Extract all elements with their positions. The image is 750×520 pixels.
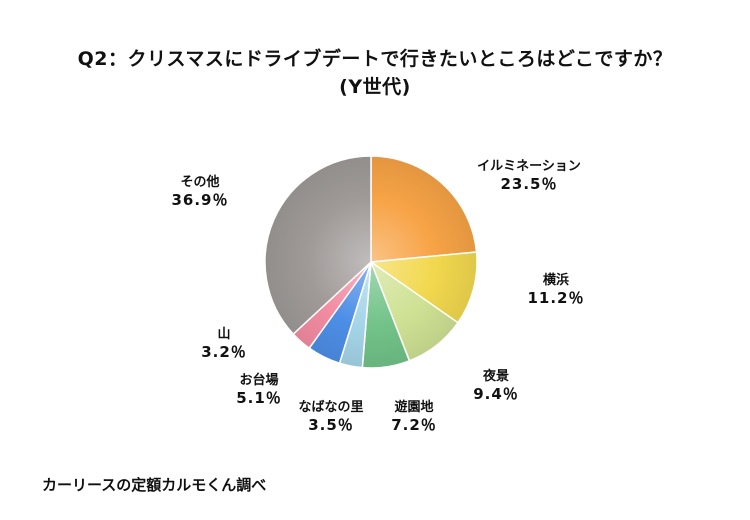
slice-label-5: なばなの里: [298, 400, 363, 415]
slice-label-1: イルミネーション: [477, 159, 581, 174]
slice-label-8: その他: [180, 174, 219, 190]
pie-labels: イルミネーション23.5％横浜11.2％夜景9.4％遊園地7.2％なばなの里3.…: [171, 159, 584, 434]
slice-label-6: お台場: [239, 372, 278, 388]
pie-slice-1: [370, 155, 478, 263]
slice-value-2: 11.2％: [527, 289, 584, 307]
pie-slice-2: [368, 251, 478, 324]
slice-value-5: 3.5％: [308, 416, 354, 434]
slice-value-3: 9.4％: [473, 385, 519, 403]
slice-label-3: 夜景: [482, 368, 509, 384]
pie-slice-8: [264, 155, 372, 336]
slice-value-1: 23.5％: [500, 175, 557, 193]
chart-subtitle: (Y世代): [339, 76, 411, 98]
source-note: カーリースの定額カルモくん調べ: [42, 476, 267, 494]
slice-label-2: 横浜: [543, 272, 569, 288]
slice-value-4: 7.2％: [391, 416, 437, 434]
slice-value-8: 36.9％: [171, 191, 228, 209]
chart-title: Q2：クリスマスにドライブデートで行きたいところはどこですか？: [77, 48, 673, 70]
pie-slices: [264, 155, 478, 369]
slice-label-7: 山: [217, 326, 230, 342]
slice-value-6: 5.1％: [236, 389, 282, 407]
slice-label-4: 遊園地: [394, 399, 433, 415]
slice-value-7: 3.2％: [201, 343, 247, 361]
